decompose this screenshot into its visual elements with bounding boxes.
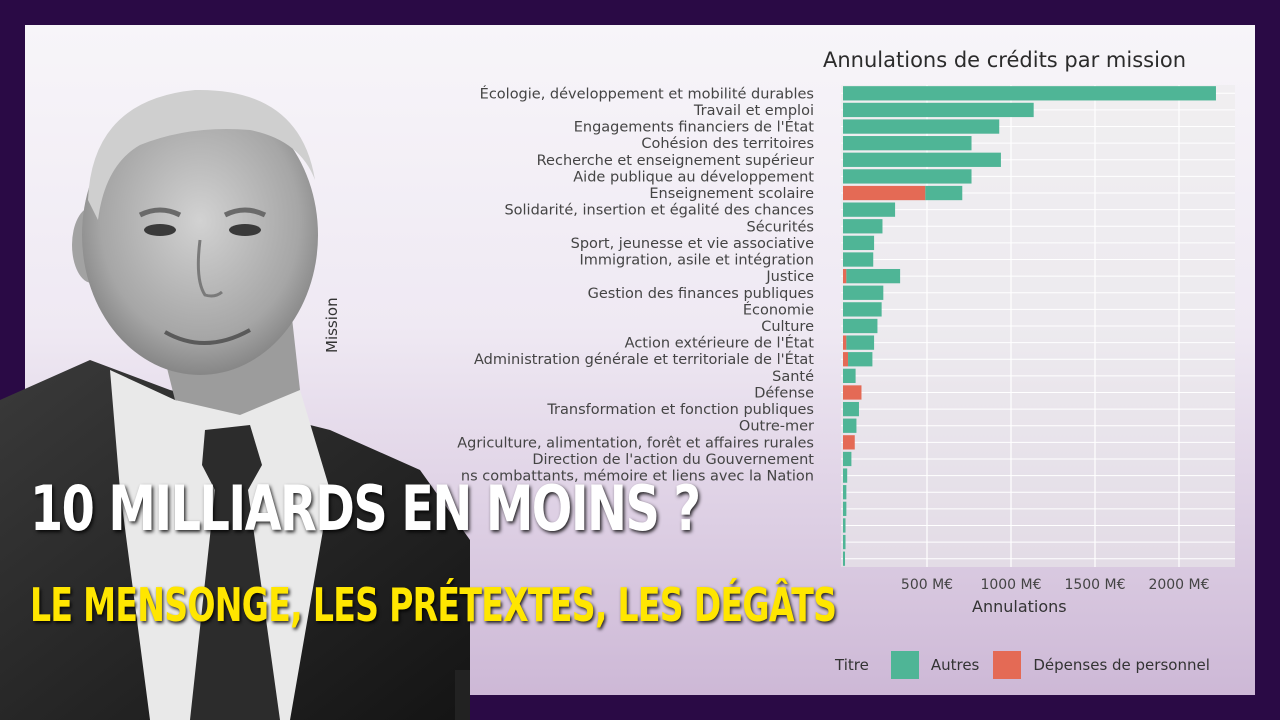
- y-tick-label: Outre-mer: [739, 419, 814, 435]
- y-tick-label: Économie: [743, 301, 814, 318]
- y-tick-label: Action extérieure de l'État: [625, 335, 815, 352]
- portrait-photo: [0, 89, 470, 720]
- bar-autres: [843, 252, 874, 267]
- bar-autres: [843, 518, 846, 533]
- y-tick-label: Aide publique au développement: [573, 169, 814, 185]
- y-tick-label: Administration générale et territoriale …: [474, 351, 814, 368]
- y-tick-label: Cohésion des territoires: [641, 136, 814, 152]
- legend-label-autres: Autres: [930, 656, 980, 674]
- headline-secondary: LE MENSONGE, LES PRÉTEXTES, LES DÉGÂTS: [30, 578, 837, 632]
- y-tick-label: Immigration, asile et intégration: [580, 253, 815, 269]
- bar-autres: [843, 152, 1001, 167]
- x-axis-title: Annulations: [972, 597, 1067, 616]
- y-tick-label: Transformation et fonction publiques: [546, 402, 814, 418]
- y-tick-label: Justice: [765, 269, 814, 285]
- bar-autres: [843, 86, 1216, 101]
- y-tick-label: Recherche et enseignement supérieur: [537, 153, 814, 169]
- bar-autres: [843, 468, 848, 483]
- y-tick-label: Engagements financiers de l'État: [574, 119, 815, 136]
- y-tick-label: Travail et emploi: [693, 103, 814, 119]
- legend-swatch-autres: [890, 651, 919, 679]
- bar-autres: [843, 219, 883, 234]
- x-tick-label: 1500 M€: [1064, 577, 1125, 593]
- bar-autres: [843, 451, 852, 467]
- bar-personnel: [843, 268, 847, 284]
- y-tick-label: Enseignement scolaire: [649, 186, 814, 202]
- bar-autres: [843, 401, 859, 417]
- bar-autres: [846, 268, 901, 284]
- y-tick-label: Agriculture, alimentation, forêt et affa…: [457, 435, 814, 451]
- legend-swatch-personnel: [993, 651, 1022, 679]
- bar-autres: [843, 418, 857, 433]
- y-tick-label: Sécurités: [747, 219, 814, 235]
- bar-autres: [843, 485, 847, 500]
- legend: Titre Autres Dépenses de personnel: [835, 651, 1224, 679]
- bar-autres: [925, 185, 963, 201]
- bar-personnel: [843, 352, 849, 367]
- bar-autres: [843, 102, 1034, 118]
- bar-autres: [843, 136, 972, 151]
- y-tick-label: Sport, jeunesse et vie associative: [571, 236, 814, 252]
- y-tick-label: Gestion des finances publiques: [588, 286, 814, 302]
- bar-personnel: [843, 335, 847, 350]
- chart-plot: 500 M€ 1000 M€ 1500 M€ 2000 M€ Écologie, dév…: [457, 85, 1235, 593]
- bar-autres: [846, 335, 875, 350]
- bar-autres: [843, 169, 972, 184]
- headline-primary: 10 MILLIARDS EN MOINS ?: [30, 472, 701, 545]
- x-tick-label: 1000 M€: [980, 577, 1041, 593]
- bar-autres: [843, 318, 878, 334]
- y-tick-label: Santé: [772, 369, 814, 385]
- y-tick-label: ns combattants, mémoire et liens avec la…: [461, 469, 814, 485]
- y-tick-label: Défense: [754, 385, 814, 401]
- bar-personnel: [843, 385, 862, 400]
- chart-title: Annulations de crédits par mission: [823, 48, 1187, 72]
- bar-autres: [843, 202, 896, 217]
- bar-personnel: [843, 435, 855, 450]
- x-tick-label: 500 M€: [901, 577, 953, 593]
- bar-autres: [843, 534, 846, 550]
- y-tick-label: Écologie, développement et mobilité dura…: [480, 85, 814, 102]
- bar-autres: [843, 235, 875, 251]
- bar-autres: [848, 352, 873, 367]
- y-tick-label: Solidarité, insertion et égalité des cha…: [504, 203, 814, 219]
- bar-autres: [843, 551, 846, 566]
- bar-personnel: [843, 185, 926, 201]
- bar-autres: [843, 368, 856, 384]
- y-tick-label: Direction de l'action du Gouvernement: [532, 452, 814, 468]
- y-tick-label: Culture: [761, 319, 814, 335]
- bar-autres: [843, 285, 884, 300]
- bar-autres: [843, 119, 1000, 134]
- legend-title: Titre: [835, 656, 869, 674]
- bar-autres: [843, 501, 847, 516]
- x-tick-label: 2000 M€: [1148, 577, 1209, 593]
- bar-autres: [843, 302, 882, 317]
- legend-label-personnel: Dépenses de personnel: [1033, 656, 1210, 674]
